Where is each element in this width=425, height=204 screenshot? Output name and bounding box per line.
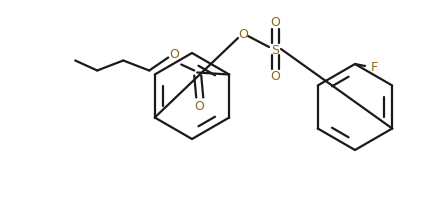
Text: O: O xyxy=(238,28,248,41)
Text: O: O xyxy=(270,70,280,83)
Text: O: O xyxy=(270,16,280,29)
Text: F: F xyxy=(371,61,377,74)
Text: O: O xyxy=(169,48,179,61)
Text: O: O xyxy=(194,100,204,112)
Text: S: S xyxy=(271,43,279,56)
